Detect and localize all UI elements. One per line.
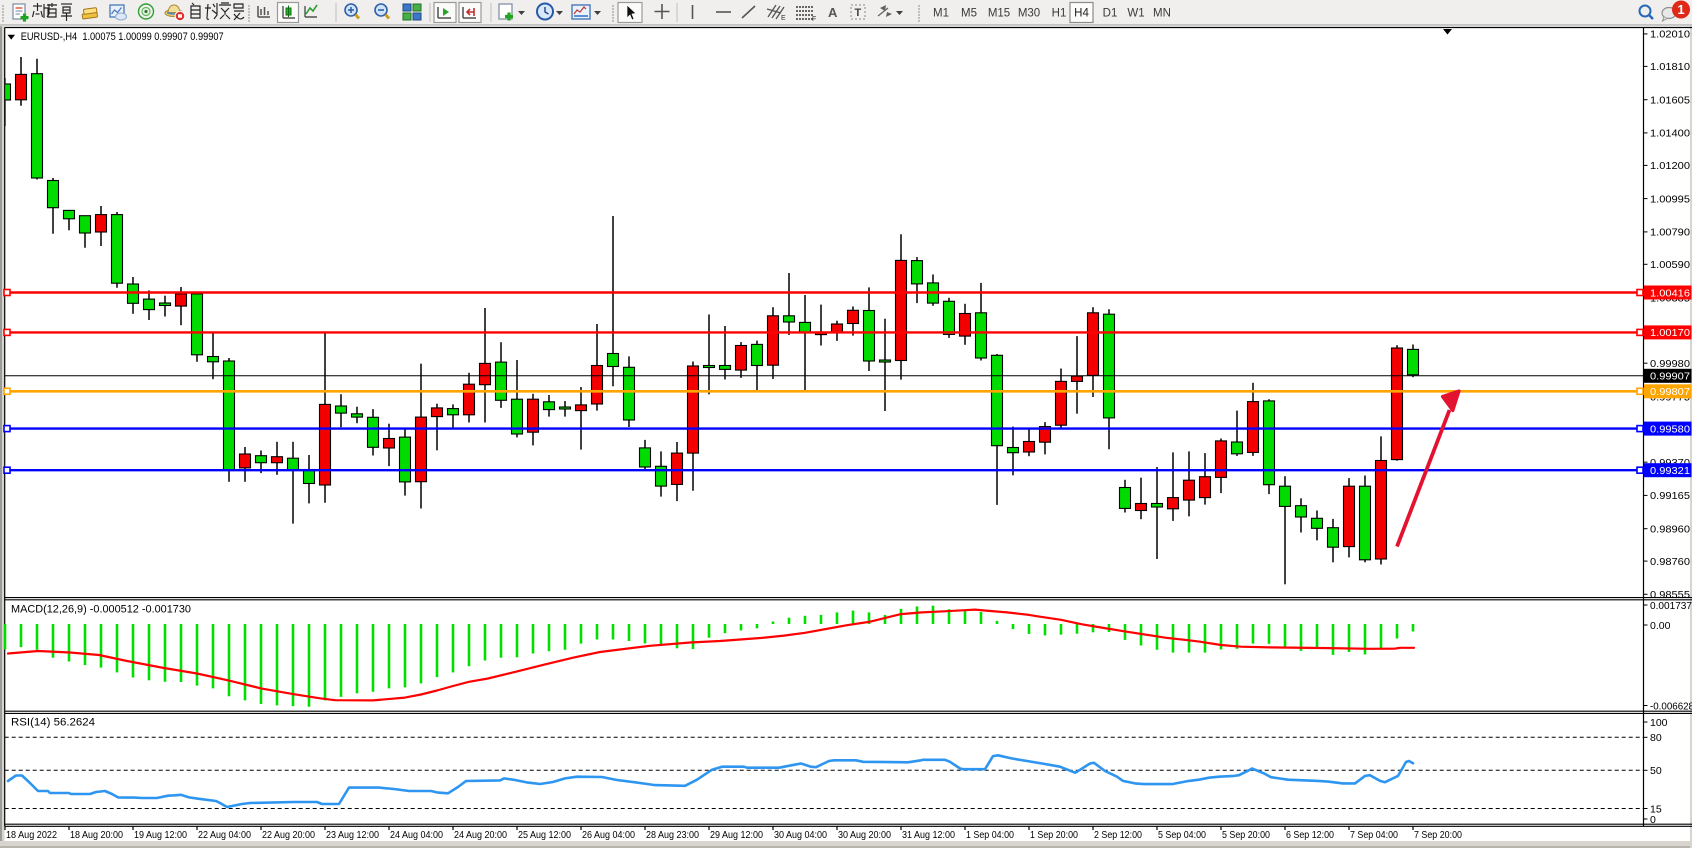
svg-text:1.01605: 1.01605	[1650, 95, 1690, 107]
svg-text:0.98555: 0.98555	[1650, 589, 1690, 601]
svg-text:7 Sep 04:00: 7 Sep 04:00	[1350, 829, 1398, 841]
svg-text:M15: M15	[988, 8, 1010, 20]
svg-text:1.01810: 1.01810	[1650, 61, 1690, 73]
svg-text:MACD(12,26,9) -0.000512 -0.001: MACD(12,26,9) -0.000512 -0.001730	[11, 604, 191, 616]
svg-text:18 Aug 2022: 18 Aug 2022	[6, 829, 57, 841]
svg-text:M5: M5	[961, 8, 977, 20]
svg-text:H1: H1	[1052, 8, 1067, 20]
svg-text:M1: M1	[933, 8, 949, 20]
svg-text:28 Aug 23:00: 28 Aug 23:00	[646, 829, 699, 841]
svg-text:MN: MN	[1153, 8, 1171, 20]
svg-text:0: 0	[1650, 814, 1656, 826]
svg-text:1.00995: 1.00995	[1650, 193, 1690, 205]
svg-text:24 Aug 20:00: 24 Aug 20:00	[454, 829, 507, 841]
svg-text:5 Sep 20:00: 5 Sep 20:00	[1222, 829, 1270, 841]
svg-text:H4: H4	[1074, 8, 1089, 20]
svg-text:0.99980: 0.99980	[1650, 358, 1690, 370]
svg-text:1.00590: 1.00590	[1650, 259, 1690, 271]
svg-text:RSI(14) 56.2624: RSI(14) 56.2624	[11, 717, 95, 729]
svg-text:22 Aug 04:00: 22 Aug 04:00	[198, 829, 251, 841]
svg-text:0.99907: 0.99907	[1650, 371, 1690, 383]
svg-text:0.98760: 0.98760	[1650, 556, 1690, 568]
svg-text:31 Aug 12:00: 31 Aug 12:00	[902, 829, 955, 841]
svg-text:0.99807: 0.99807	[1650, 386, 1690, 398]
svg-text:19 Aug 12:00: 19 Aug 12:00	[134, 829, 187, 841]
svg-text:F: F	[812, 16, 816, 23]
svg-text:M30: M30	[1018, 8, 1040, 20]
svg-text:29 Aug 12:00: 29 Aug 12:00	[710, 829, 763, 841]
svg-text:0.99321: 0.99321	[1650, 465, 1690, 477]
svg-text:30 Aug 20:00: 30 Aug 20:00	[838, 829, 891, 841]
svg-text:0.001737: 0.001737	[1650, 600, 1692, 612]
svg-text:0.99165: 0.99165	[1650, 490, 1690, 502]
svg-text:22 Aug 20:00: 22 Aug 20:00	[262, 829, 315, 841]
svg-text:7 Sep 20:00: 7 Sep 20:00	[1414, 829, 1462, 841]
svg-text:W1: W1	[1127, 8, 1144, 20]
svg-text:1 Sep 04:00: 1 Sep 04:00	[966, 829, 1014, 841]
svg-text:A: A	[828, 5, 838, 20]
svg-text:T: T	[855, 7, 862, 19]
svg-text:30 Aug 04:00: 30 Aug 04:00	[774, 829, 827, 841]
svg-text:23 Aug 12:00: 23 Aug 12:00	[326, 829, 379, 841]
svg-text:26 Aug 04:00: 26 Aug 04:00	[582, 829, 635, 841]
svg-text:1.01200: 1.01200	[1650, 160, 1690, 172]
svg-text:E: E	[781, 15, 786, 22]
svg-text:1.02010: 1.02010	[1650, 29, 1690, 41]
svg-text:2 Sep 12:00: 2 Sep 12:00	[1094, 829, 1142, 841]
svg-text:6 Sep 12:00: 6 Sep 12:00	[1286, 829, 1334, 841]
svg-text:5 Sep 04:00: 5 Sep 04:00	[1158, 829, 1206, 841]
svg-text:EURUSD-,H4 1.00075 1.00099 0.: EURUSD-,H4 1.00075 1.00099 0.99907 0.999…	[21, 31, 224, 43]
svg-text:1.00170: 1.00170	[1650, 327, 1690, 339]
svg-text:0.99580: 0.99580	[1650, 423, 1690, 435]
svg-text:100: 100	[1650, 717, 1668, 729]
svg-text:0.00: 0.00	[1650, 620, 1671, 632]
svg-text:1 Sep 20:00: 1 Sep 20:00	[1030, 829, 1078, 841]
svg-text:1: 1	[1677, 2, 1684, 17]
svg-text:50: 50	[1650, 765, 1662, 777]
svg-text:D1: D1	[1103, 8, 1118, 20]
svg-text:-0.006628: -0.006628	[1650, 700, 1692, 712]
svg-text:1.01400: 1.01400	[1650, 128, 1690, 140]
svg-text:0.98960: 0.98960	[1650, 524, 1690, 536]
svg-text:25 Aug 12:00: 25 Aug 12:00	[518, 829, 571, 841]
svg-text:18 Aug 20:00: 18 Aug 20:00	[70, 829, 123, 841]
svg-text:1.00416: 1.00416	[1650, 287, 1690, 299]
svg-text:80: 80	[1650, 732, 1662, 744]
svg-text:1.00790: 1.00790	[1650, 227, 1690, 239]
svg-text:24 Aug 04:00: 24 Aug 04:00	[390, 829, 443, 841]
svg-text:15: 15	[1650, 803, 1662, 815]
